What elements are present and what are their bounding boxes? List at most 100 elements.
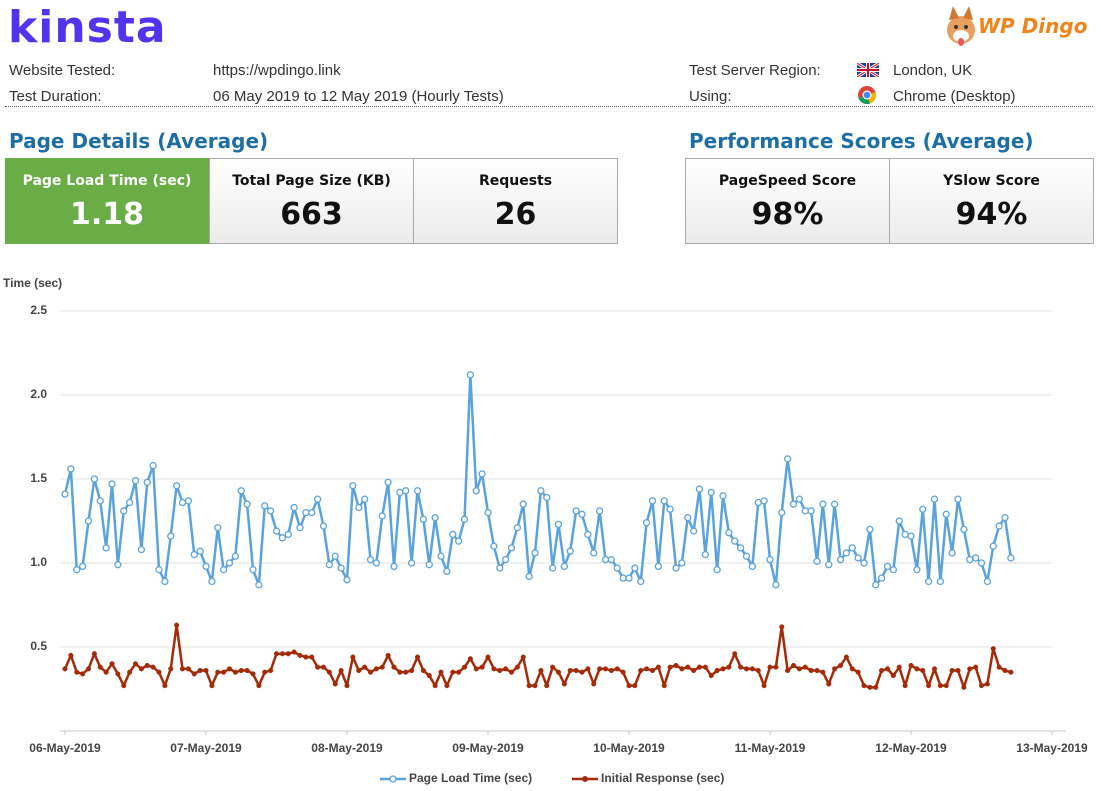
data-point [554, 520, 563, 529]
data-point [666, 505, 674, 513]
data-point [508, 669, 515, 675]
data-point [837, 662, 844, 669]
data-point [356, 667, 362, 674]
data-point [743, 666, 750, 672]
data-point [761, 683, 767, 689]
data-point [197, 667, 203, 674]
data-point [883, 562, 892, 571]
data-point [920, 667, 926, 674]
data-point [961, 684, 967, 690]
data-point [632, 683, 638, 689]
data-point [162, 683, 168, 689]
data-point [572, 507, 580, 515]
section-title: Page Details (Average) [9, 129, 269, 153]
data-point [172, 482, 181, 490]
data-point [607, 555, 616, 564]
data-point [214, 524, 222, 532]
data-point [432, 683, 438, 689]
data-point [684, 513, 692, 522]
y-tick-label: 2.0 [30, 387, 47, 401]
data-point [466, 371, 475, 379]
data-point [908, 662, 914, 669]
data-point [402, 487, 410, 495]
data-point [973, 664, 979, 670]
info-label: Test Duration: [9, 88, 102, 105]
data-point [179, 666, 186, 672]
y-tick-label: 0.5 [30, 639, 47, 653]
data-point [789, 500, 798, 508]
data-point [977, 559, 986, 567]
data-point [479, 664, 485, 670]
data-point [926, 683, 932, 689]
data-point [585, 666, 591, 672]
data-point [367, 669, 374, 675]
data-point [971, 554, 980, 562]
data-point [548, 564, 557, 572]
data-point [995, 522, 1003, 530]
metric-label: PageSpeed Score [718, 173, 857, 189]
info-label: Test Server Region: [689, 62, 821, 79]
data-point [144, 662, 150, 669]
data-point [667, 664, 673, 670]
data-point [385, 652, 391, 658]
data-point [449, 530, 457, 539]
data-point [701, 550, 710, 559]
data-point [526, 683, 532, 689]
data-point [115, 671, 121, 677]
data-point [842, 549, 851, 557]
data-point [350, 654, 356, 660]
metric-value: 1.18 [69, 197, 145, 232]
y-tick-label: 2.5 [30, 303, 47, 317]
data-point [231, 552, 240, 560]
data-point [379, 664, 385, 670]
data-point [936, 577, 945, 586]
data-point [221, 669, 227, 675]
data-point [879, 667, 885, 674]
x-tick-label: 09-May-2019 [452, 741, 524, 755]
chart: Time (sec) 0.5 1.0 1.5 2.0 2.5 06-May-2019 07-… [3, 276, 1088, 785]
data-point [143, 478, 151, 487]
data-point [285, 651, 291, 657]
data-point [673, 662, 679, 669]
data-point [590, 549, 598, 557]
data-point [284, 530, 292, 539]
data-point [924, 577, 933, 586]
data-point [1007, 554, 1015, 562]
metric-card: PageSpeed Score 98% [685, 158, 890, 244]
data-point [413, 487, 422, 495]
data-point [373, 666, 379, 672]
data-point [519, 500, 527, 508]
data-point [349, 482, 357, 490]
data-point [261, 502, 269, 510]
data-point [661, 683, 667, 689]
data-point [513, 524, 522, 532]
data-point [896, 664, 902, 670]
data-point [514, 664, 520, 670]
x-tick-label: 07-May-2019 [170, 741, 242, 755]
data-point [272, 527, 281, 535]
data-point [456, 669, 462, 675]
data-point [689, 527, 698, 535]
data-point [484, 508, 492, 517]
data-point [149, 461, 157, 470]
data-point [801, 507, 809, 515]
data-point [538, 667, 544, 674]
metric-card: Page Load Time (sec) 1.18 [5, 158, 209, 244]
data-point [566, 547, 574, 555]
data-point [767, 664, 773, 670]
data-point [560, 562, 569, 571]
data-point [255, 581, 263, 589]
data-point [84, 517, 93, 525]
data-point [431, 513, 439, 522]
data-point [983, 577, 992, 586]
data-point [654, 562, 663, 571]
data-point [362, 664, 368, 670]
data-point [954, 495, 962, 503]
data-point [631, 564, 639, 572]
data-point [102, 544, 110, 552]
data-point [655, 664, 661, 670]
data-point [332, 681, 338, 687]
data-point [196, 547, 204, 555]
x-tick-label: 11-May-2019 [735, 741, 806, 755]
x-tick-label: 12-May-2019 [875, 741, 947, 755]
